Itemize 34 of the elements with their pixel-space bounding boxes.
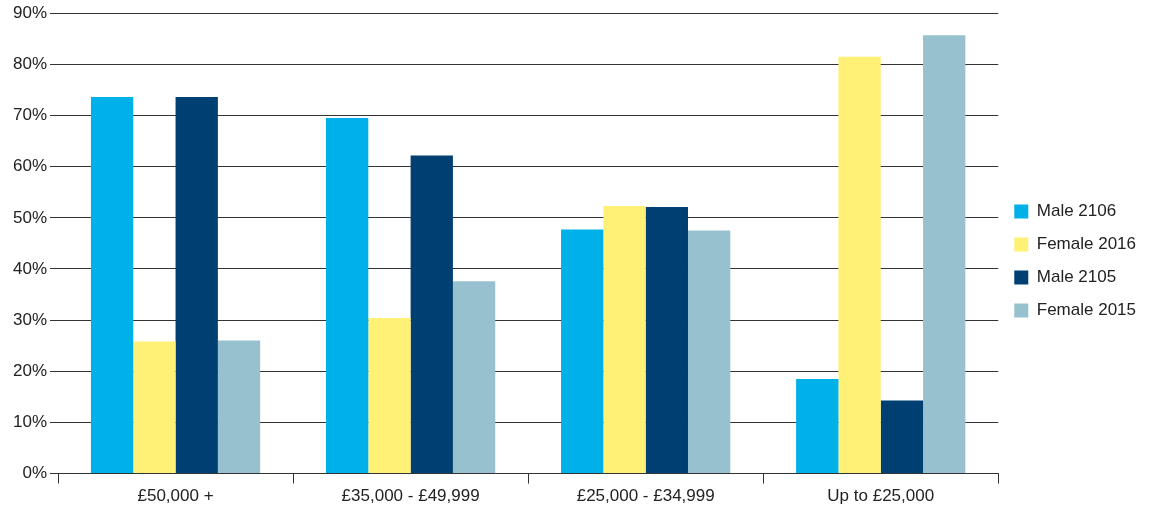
- y-tick-label: 30%: [12, 309, 48, 329]
- bar: [217, 340, 261, 474]
- legend-label: Male 2105: [1036, 267, 1117, 287]
- bar: [603, 206, 646, 474]
- y-tick-label: 80%: [12, 54, 48, 74]
- y-tick-label: 90%: [12, 2, 48, 22]
- y-tick-label: 70%: [12, 105, 48, 125]
- bar: [175, 97, 218, 474]
- bar: [326, 118, 369, 474]
- y-tick-label: 10%: [12, 412, 48, 432]
- bar: [796, 378, 839, 474]
- x-tick-label: £35,000 - £49,999: [341, 486, 480, 506]
- x-tick-label: £50,000 +: [137, 486, 214, 506]
- x-tick-label: £25,000 - £34,999: [576, 486, 715, 506]
- y-tick-label: 0%: [22, 463, 48, 483]
- legend-label: Male 2106: [1036, 201, 1117, 221]
- y-tick-label: 40%: [12, 258, 48, 278]
- y-tick-label: 60%: [12, 156, 48, 176]
- bar: [90, 97, 134, 474]
- bar: [368, 318, 411, 474]
- bar: [133, 341, 176, 474]
- bar: [923, 35, 966, 474]
- bar: [880, 400, 924, 474]
- bar: [687, 230, 731, 474]
- y-tick-label: 50%: [12, 207, 48, 227]
- bar: [561, 229, 604, 474]
- bar: [452, 281, 496, 474]
- legend-label: Female 2015: [1036, 300, 1137, 320]
- legend-label: Female 2016: [1036, 234, 1137, 254]
- bar: [410, 155, 453, 474]
- bar: [645, 207, 688, 474]
- y-tick-label: 20%: [12, 360, 48, 380]
- x-tick-label: Up to £25,000: [827, 486, 935, 506]
- bar: [838, 56, 881, 474]
